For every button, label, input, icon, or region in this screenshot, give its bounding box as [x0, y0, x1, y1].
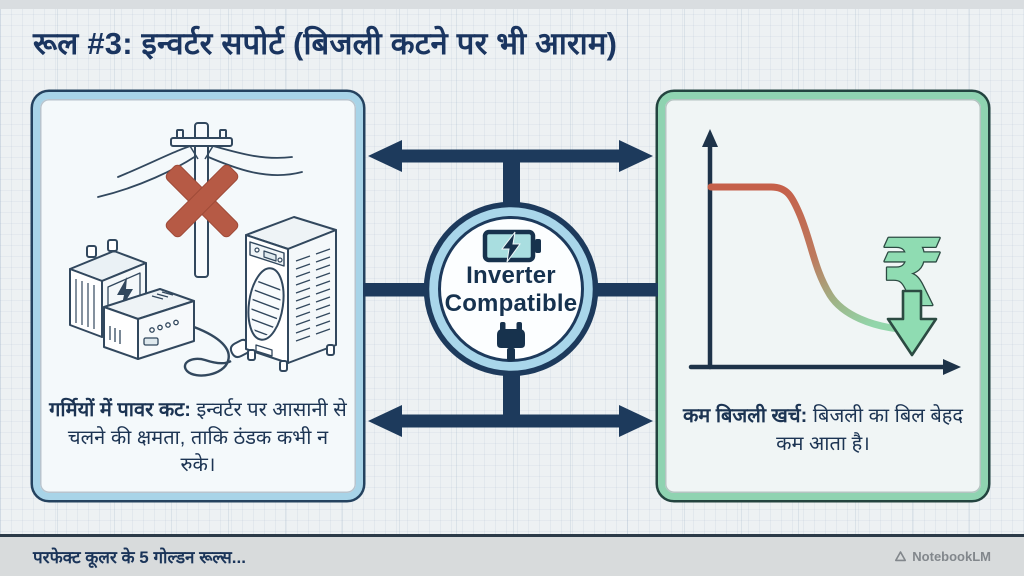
bottom-double-arrow [368, 405, 653, 437]
footer-bar: परफेक्ट कूलर के 5 गोल्डन रूल्स... Notebo… [0, 537, 1024, 576]
bottom-stem [503, 345, 520, 427]
top-double-arrow [368, 140, 653, 172]
battery-charging-icon [482, 229, 541, 263]
cost-decline-chart: ₹ [688, 129, 961, 375]
left-illustration [69, 122, 337, 377]
right-panel-caption: कम बिजली खर्च: बिजली का बिल बेहद कम आता … [673, 403, 973, 458]
footer-divider [0, 534, 1024, 537]
left-panel-power-cut: गर्मियों में पावर कट: इन्वर्टर पर आसानी … [33, 92, 363, 500]
left-panel-caption: गर्मियों में पावर कट: इन्वर्टर पर आसानी … [48, 397, 348, 480]
badge-line1: Inverter [466, 262, 556, 289]
watermark-label: NotebookLM [912, 549, 991, 564]
badge-line2: Compatible [444, 290, 578, 318]
inverter-illustration [103, 288, 259, 377]
cooler-illustration [245, 216, 337, 372]
right-caption-lead: कम बिजली खर्च: [682, 405, 808, 427]
chart-axes [688, 129, 961, 375]
top-edge-strip [0, 0, 1024, 9]
left-caption-body: इन्वर्टर पर आसानी से चलने की क्षमता, ताक… [67, 399, 347, 477]
right-caption-body: बिजली का बिल बेहद कम आता है। [776, 405, 964, 455]
page-title: रूल #3: इन्वर्टर सपोर्ट (बिजली कटने पर भ… [33, 26, 618, 61]
watermark: NotebookLM [894, 549, 991, 564]
top-stem [503, 150, 520, 232]
cost-curve [707, 183, 915, 334]
power-plug-icon [497, 322, 525, 361]
red-cross-icon [165, 164, 239, 238]
right-panel-low-cost: ₹ कम बिजली खर्च: बिजली का बिल बेहद कम आत… [658, 92, 988, 500]
footer-series-title: परफेक्ट कूलर के 5 गोल्डन रूल्स... [33, 548, 246, 567]
notebooklm-logo-icon [895, 551, 907, 562]
inverter-badge-label: Inverter Compatible [411, 262, 611, 319]
rupee-down-arrow-icon: ₹ [879, 219, 945, 357]
left-caption-lead: गर्मियों में पावर कट: [49, 399, 191, 421]
power-cord [183, 325, 232, 377]
